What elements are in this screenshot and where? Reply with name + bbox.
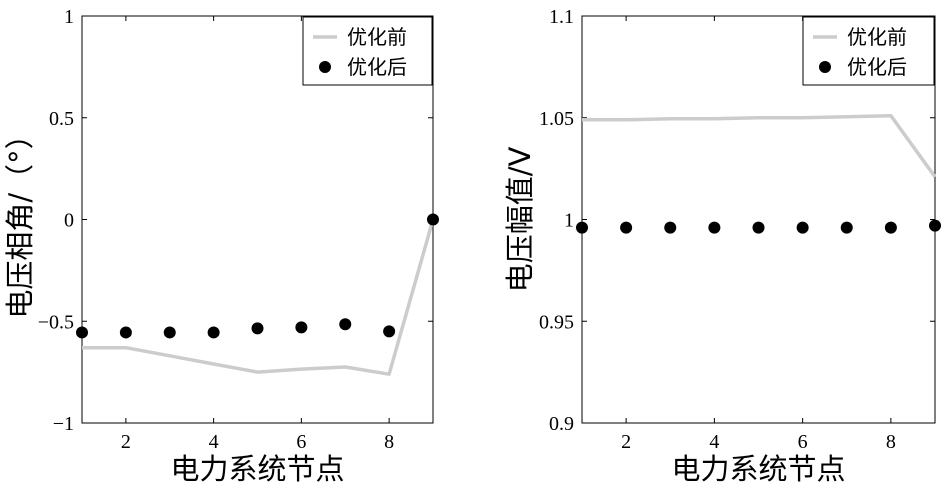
legend-box: [302, 16, 433, 86]
y-tick-label: 1.05: [539, 108, 574, 130]
y-tick-label: 1.1: [549, 6, 574, 28]
x-tick-label: 2: [621, 431, 631, 453]
legend-label: 优化后: [847, 55, 907, 79]
x-tick-label: 6: [798, 431, 808, 453]
legend-swatch-marker: [819, 61, 831, 73]
y-tick-label: −0.5: [38, 311, 74, 333]
y-axis-title: 电压相角/（°）: [3, 120, 37, 318]
data-point-after: [576, 221, 588, 234]
data-point-after: [383, 325, 396, 338]
data-point-after: [752, 221, 765, 234]
legend-swatch-marker: [319, 61, 331, 73]
y-tick-label: 0.9: [549, 413, 574, 435]
legend-label: 优化前: [847, 25, 907, 49]
y-tick-label: 0: [64, 210, 74, 232]
legend-box: [802, 16, 935, 86]
x-tick-label: 8: [886, 431, 896, 453]
data-point-after: [664, 221, 677, 234]
x-tick-label: 2: [121, 431, 131, 453]
data-point-after: [427, 213, 439, 226]
data-point-after: [163, 326, 176, 339]
x-tick-label: 8: [384, 431, 394, 453]
series-line-before: [582, 113, 937, 178]
y-tick-label: 1: [564, 210, 574, 232]
y-tick-label: 1: [64, 6, 74, 28]
legend-label: 优化后: [347, 55, 407, 79]
y-tick-label: 0.5: [49, 108, 74, 130]
y-tick-label: 0.95: [539, 311, 574, 333]
data-point-after: [840, 221, 853, 234]
y-tick-label: −1: [53, 413, 74, 435]
x-tick-label: 4: [709, 431, 719, 453]
y-axis-title: 电压幅值/V: [503, 147, 537, 293]
data-point-after: [295, 321, 308, 334]
data-point-after: [76, 326, 88, 339]
data-point-after: [796, 221, 809, 234]
data-point-after: [339, 318, 352, 331]
data-point-after: [251, 322, 264, 335]
x-axis-title: 电力系统节点: [170, 452, 344, 486]
data-point-after: [207, 326, 220, 339]
x-axis-title: 电力系统节点: [671, 452, 845, 486]
series-line-before: [82, 219, 435, 376]
data-point-after: [620, 221, 633, 234]
legend-label: 优化前: [347, 25, 407, 49]
x-tick-label: 6: [296, 431, 306, 453]
data-point-after: [708, 221, 721, 234]
x-tick-label: 4: [209, 431, 219, 453]
data-point-after: [884, 221, 897, 234]
data-point-after: [929, 219, 941, 232]
data-point-after: [119, 326, 132, 339]
